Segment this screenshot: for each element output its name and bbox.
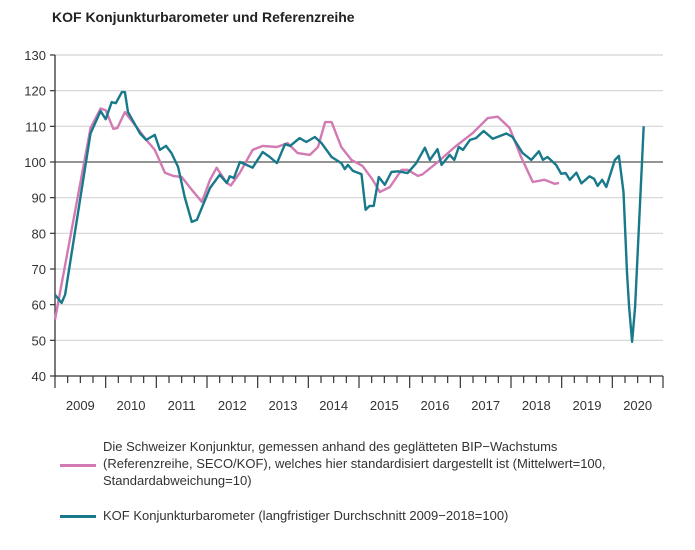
y-tick-label: 50 (32, 333, 46, 348)
y-tick-label: 60 (32, 298, 46, 313)
x-tick-label: 2018 (522, 398, 551, 413)
x-tick-label: 2016 (421, 398, 450, 413)
y-tick-label: 110 (25, 119, 46, 134)
legend-line: Standardabweichung=10) (103, 473, 252, 488)
x-tick-label: 2015 (370, 398, 399, 413)
x-tick-label: 2013 (269, 398, 298, 413)
x-tick-label: 2020 (623, 398, 652, 413)
x-tick-label: 2012 (218, 398, 247, 413)
chart-title: KOF Konjunkturbarometer und Referenzreih… (52, 9, 355, 25)
x-tick-label: 2014 (319, 398, 348, 413)
x-tick-label: 2017 (471, 398, 500, 413)
x-tick-label: 2010 (117, 398, 146, 413)
series-line-1 (54, 90, 645, 343)
y-tick-label: 70 (32, 262, 46, 277)
legend-item-kof: KOF Konjunkturbarometer (langfristiger D… (60, 507, 690, 527)
legend-item-reference: Die Schweizer Konjunktur, gemessen anhan… (60, 438, 690, 498)
x-tick-label: 2011 (168, 398, 196, 413)
y-tick-label: 40 (32, 369, 46, 384)
legend-line: Die Schweizer Konjunktur, gemessen anhan… (103, 439, 558, 454)
legend-swatch-reference (60, 464, 96, 467)
line-chart: 40 50 60 70 80 90 100 110 120 130 2009 2010 2011 2012… (24, 48, 664, 413)
legend-label-kof: KOF Konjunkturbarometer (langfristiger D… (103, 508, 509, 523)
y-tick-label: 130 (24, 48, 46, 63)
y-tick-label: 90 (32, 191, 46, 206)
y-tick-label: 100 (24, 155, 46, 170)
legend-swatch-kof (60, 515, 96, 518)
x-tick-label: 2009 (66, 398, 95, 413)
y-tick-label: 80 (32, 226, 46, 241)
x-tick-label: 2019 (573, 398, 602, 413)
series-line-0 (53, 107, 560, 320)
y-tick-label: 120 (24, 84, 46, 99)
legend-line: (Referenzreihe, SECO/KOF), welches hier … (103, 456, 606, 471)
